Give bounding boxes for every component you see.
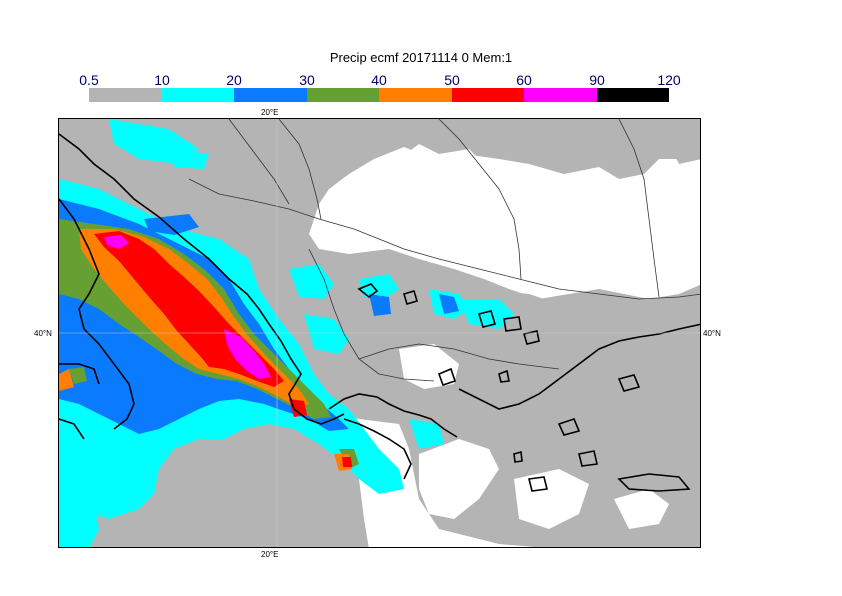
- legend-tick-4: 40: [371, 72, 387, 88]
- lat-label-left: 40°N: [34, 329, 52, 338]
- lat-label-right: 40°N: [703, 329, 721, 338]
- legend-swatch-2: [234, 88, 307, 102]
- legend-tick-6: 60: [516, 72, 532, 88]
- legend-tick-2: 20: [226, 72, 242, 88]
- legend-tick-8: 120: [657, 72, 681, 88]
- precip-field-magenta: [104, 235, 271, 379]
- chart-title: Precip ecmf 20171114 0 Mem:1: [329, 50, 513, 65]
- lon-label-top: 20°E: [261, 108, 279, 117]
- color-legend: [89, 88, 669, 102]
- legend-swatch-1: [162, 88, 234, 102]
- legend-swatch-3: [307, 88, 379, 102]
- legend-tick-1: 10: [154, 72, 170, 88]
- legend-swatch-0: [89, 88, 162, 102]
- legend-tick-0: 0.5: [79, 72, 99, 88]
- graticule: [59, 119, 700, 547]
- legend-swatch-7: [597, 88, 669, 102]
- precip-map: [58, 118, 701, 548]
- legend-tick-7: 90: [589, 72, 605, 88]
- legend-swatch-6: [524, 88, 597, 102]
- precip-field-clear: [389, 144, 679, 529]
- legend-swatch-4: [379, 88, 452, 102]
- legend-tick-3: 30: [299, 72, 315, 88]
- coastlines: [59, 133, 700, 492]
- legend-tick-5: 50: [444, 72, 460, 88]
- country-borders: [188, 119, 700, 382]
- lon-label-bottom: 20°E: [261, 550, 279, 559]
- map-canvas: [59, 119, 700, 547]
- legend-swatch-5: [452, 88, 524, 102]
